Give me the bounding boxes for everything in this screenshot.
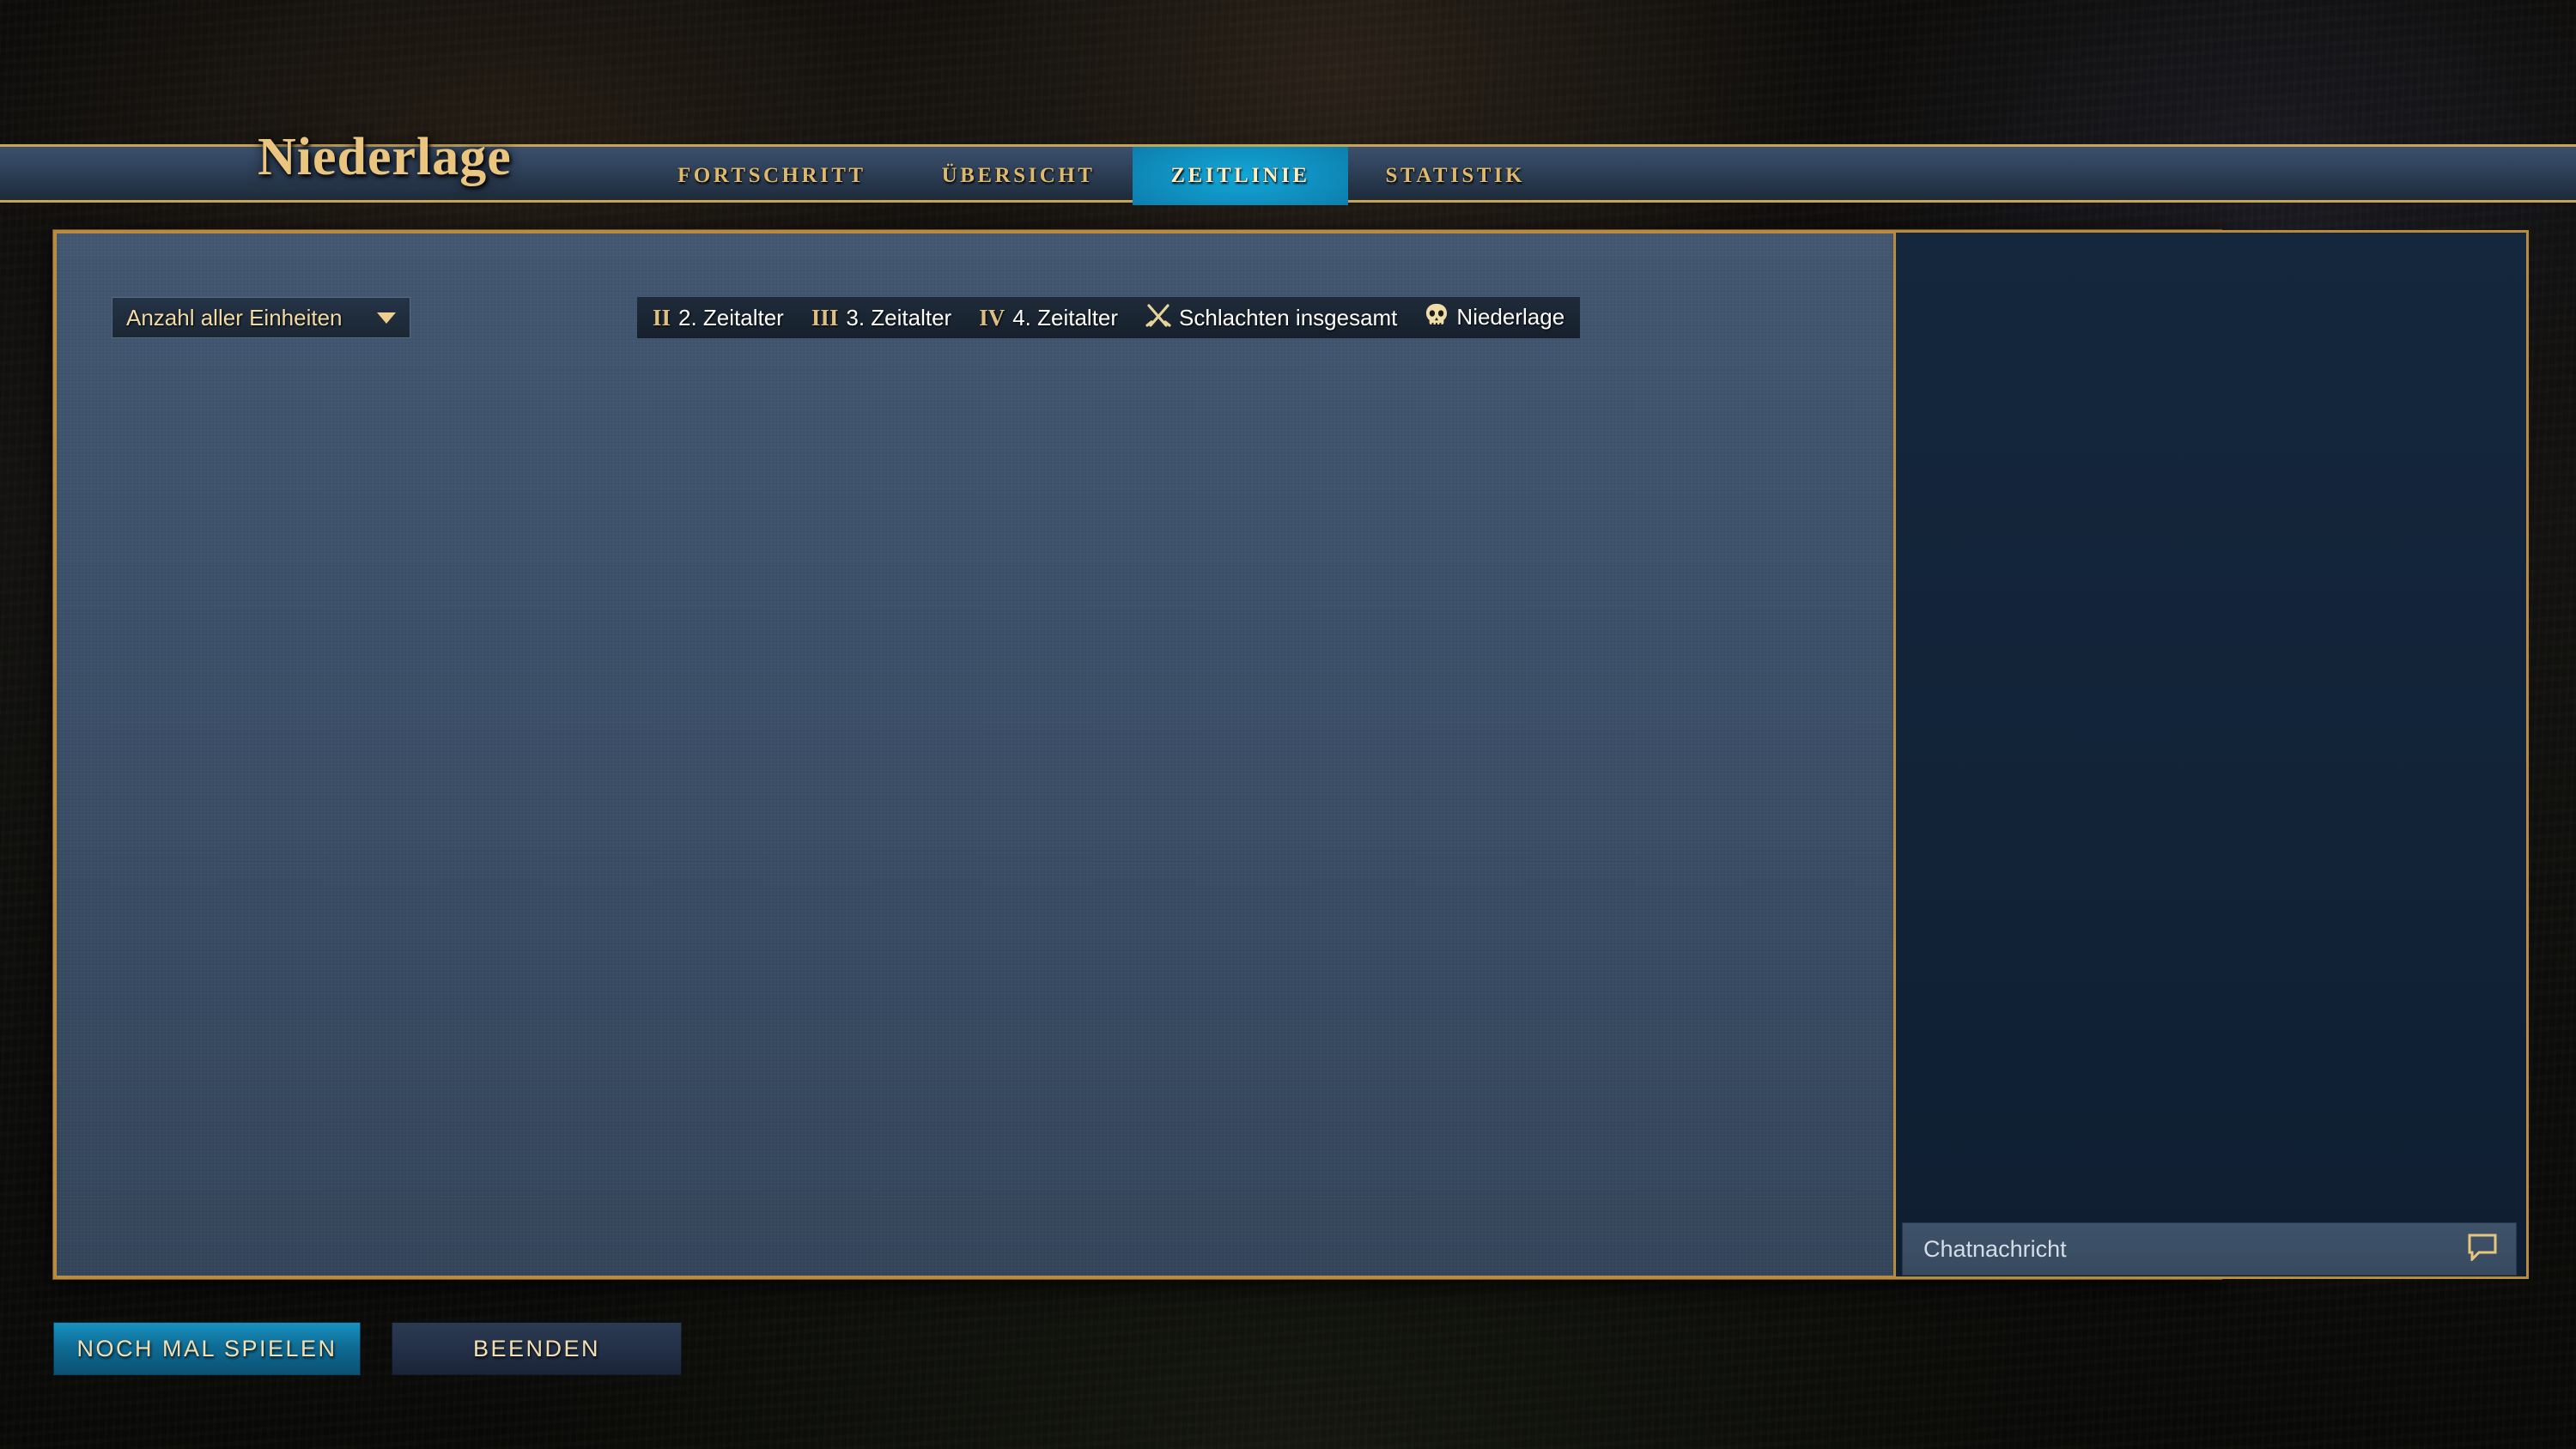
chart-legend-strip: II 2. Zeitalter III 3. Zeitalter IV 4. Zeital…: [637, 297, 1581, 338]
tab-zeitlinie[interactable]: ZEITLINIE: [1133, 147, 1348, 205]
age-roman-numeral: III: [811, 304, 839, 330]
metric-dropdown[interactable]: Anzahl aller Einheiten: [112, 297, 410, 338]
play-again-button[interactable]: NOCH MAL SPIELEN: [53, 1322, 361, 1375]
chat-placeholder: Chatnachricht: [1923, 1235, 2067, 1262]
metric-dropdown-value: Anzahl aller Einheiten: [126, 304, 343, 330]
chart-legend-item: Niederlage: [1425, 303, 1564, 333]
chart-legend-label: 4. Zeitalter: [1012, 304, 1119, 330]
chart-legend-item: III 3. Zeitalter: [811, 305, 951, 331]
chart-legend-item: II 2. Zeitalter: [653, 305, 784, 331]
chart-legend-label: 3. Zeitalter: [846, 304, 952, 330]
tab-label: ÜBERSICHT: [941, 164, 1096, 187]
page-title: Niederlage: [258, 128, 512, 186]
crossed-swords-icon: [1145, 303, 1171, 333]
chart-legend-item: IV 4. Zeitalter: [979, 305, 1118, 331]
skull-icon: [1425, 303, 1449, 333]
chart-legend-label: 2. Zeitalter: [678, 304, 784, 330]
nav-tabs: FORTSCHRITT ÜBERSICHT ZEITLINIE STATISTIK: [640, 147, 1563, 205]
speech-bubble-icon[interactable]: [2468, 1234, 2497, 1265]
chat-panel: [1893, 230, 2529, 1279]
chevron-down-icon: [377, 312, 396, 324]
tab-label: FORTSCHRITT: [677, 164, 866, 187]
tab-statistik[interactable]: STATISTIK: [1348, 147, 1564, 205]
tab-bersicht[interactable]: ÜBERSICHT: [904, 147, 1133, 205]
chart-legend-label: Schlachten insgesamt: [1179, 304, 1398, 330]
tab-label: ZEITLINIE: [1170, 164, 1310, 187]
quit-button[interactable]: BEENDEN: [392, 1322, 682, 1375]
age-roman-numeral: II: [653, 304, 671, 330]
tab-fortschritt[interactable]: FORTSCHRITT: [640, 147, 904, 205]
age-roman-numeral: IV: [979, 304, 1005, 330]
tab-label: STATISTIK: [1385, 164, 1526, 187]
chart-legend-item: Schlachten insgesamt: [1145, 303, 1397, 333]
chart-legend-label: Niederlage: [1456, 304, 1565, 330]
chat-input[interactable]: Chatnachricht: [1902, 1222, 2517, 1276]
